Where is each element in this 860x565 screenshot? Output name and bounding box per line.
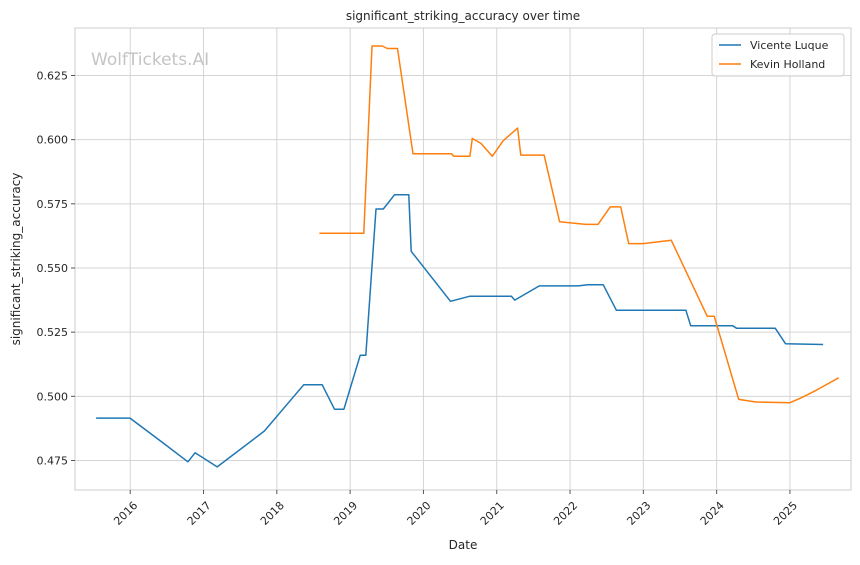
series-line-0 <box>96 194 824 468</box>
y-tick-label: 0.525 <box>37 326 69 339</box>
x-axis-label: Date <box>449 538 478 552</box>
grid <box>75 28 851 490</box>
y-tick-label: 0.550 <box>37 262 69 275</box>
plot-frame <box>74 27 852 491</box>
legend-label-1: Kevin Holland <box>750 58 825 71</box>
y-axis-ticks: 0.475 0.500 0.525 0.550 0.575 0.600 0.625 <box>37 69 75 467</box>
series-line-1 <box>319 45 840 404</box>
y-tick-label: 0.500 <box>37 390 69 403</box>
y-tick-label: 0.475 <box>37 454 69 467</box>
series-layer <box>96 45 840 468</box>
watermark: WolfTickets.AI <box>91 50 209 70</box>
y-tick-label: 0.575 <box>37 198 69 211</box>
y-axis-label: significant_striking_accuracy <box>9 173 23 346</box>
legend-label-0: Vicente Luque <box>750 39 829 52</box>
y-tick-label: 0.600 <box>37 134 69 147</box>
chart-title: significant_striking_accuracy over time <box>346 9 580 23</box>
y-tick-label: 0.625 <box>37 69 69 82</box>
legend-box <box>711 33 845 77</box>
legend: Vicente Luque Kevin Holland <box>711 33 845 77</box>
